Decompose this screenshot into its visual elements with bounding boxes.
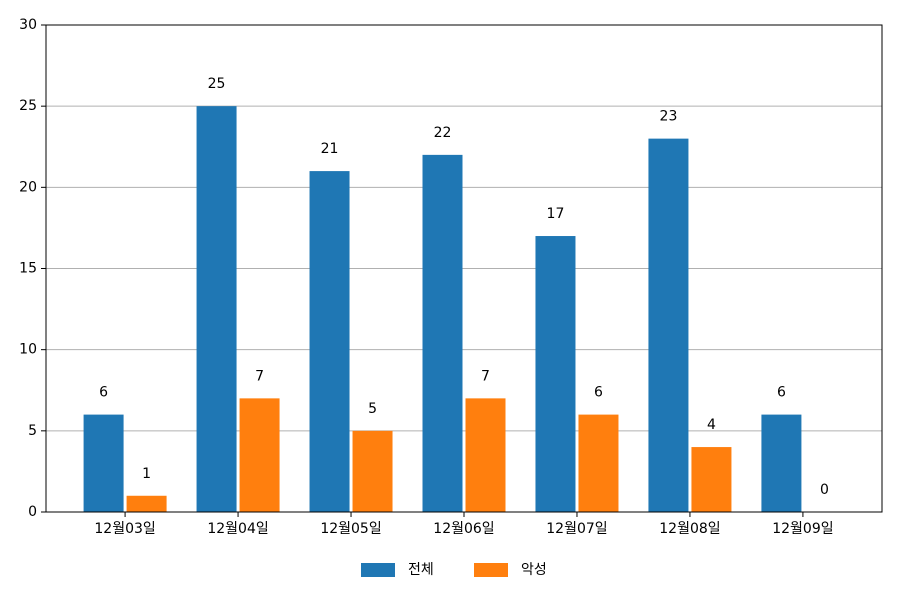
- x-tick-label: 12월06일: [433, 521, 494, 537]
- x-tick-label: 12월03일: [94, 521, 155, 537]
- value-label: 0: [820, 482, 829, 498]
- value-label: 6: [594, 385, 603, 401]
- bar: [196, 106, 237, 513]
- value-label: 7: [481, 368, 490, 384]
- bar: [239, 398, 280, 512]
- y-tick-label: 5: [28, 423, 37, 439]
- bar: [309, 171, 350, 512]
- bar: [422, 154, 463, 512]
- y-tick-label: 25: [19, 98, 37, 114]
- x-tick-label: 12월04일: [207, 521, 268, 537]
- bar: [648, 138, 689, 512]
- value-label: 5: [368, 401, 377, 417]
- value-label: 7: [255, 368, 264, 384]
- x-tick-label: 12월09일: [772, 521, 833, 537]
- y-tick-label: 0: [28, 504, 37, 520]
- bar: [83, 414, 124, 512]
- x-tick-label: 12월08일: [659, 521, 720, 537]
- legend-swatch: [361, 563, 395, 577]
- bar: [535, 236, 576, 513]
- y-tick-label: 15: [19, 261, 37, 277]
- legend-label: 악성: [521, 562, 547, 578]
- bar: [578, 414, 619, 512]
- value-label: 1: [142, 466, 151, 482]
- value-label: 6: [777, 385, 786, 401]
- value-label: 17: [547, 206, 565, 222]
- y-tick-label: 30: [19, 17, 37, 33]
- value-label: 21: [321, 141, 339, 157]
- bar: [761, 414, 802, 512]
- legend-label: 전체: [408, 562, 434, 578]
- value-label: 6: [99, 385, 108, 401]
- y-tick-label: 10: [19, 342, 37, 358]
- bar: [352, 430, 393, 512]
- value-label: 4: [707, 417, 716, 433]
- plot-frame: [45, 24, 883, 513]
- bar: [691, 447, 732, 512]
- bar: [126, 495, 167, 512]
- value-label: 22: [434, 125, 452, 141]
- x-tick-label: 12월05일: [320, 521, 381, 537]
- bar: [465, 398, 506, 512]
- y-tick-label: 20: [19, 179, 37, 195]
- value-label: 23: [660, 109, 678, 125]
- legend-swatch: [474, 563, 508, 577]
- value-label: 25: [208, 76, 226, 92]
- x-tick-label: 12월07일: [546, 521, 607, 537]
